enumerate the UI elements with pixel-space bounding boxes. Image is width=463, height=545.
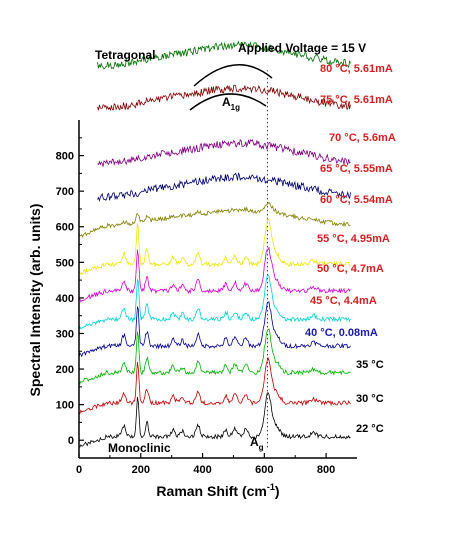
series-label: 50 °C, 4.7mA	[317, 263, 384, 275]
y-tick-label: 700	[56, 186, 74, 198]
y-tick-label: 0	[68, 435, 74, 447]
series-line	[78, 328, 351, 385]
series-label: 30 °C	[356, 393, 384, 405]
ag-label: Ag	[250, 435, 264, 452]
x-tick-label: 200	[132, 464, 150, 476]
series-label: 60 °C, 5.54mA	[320, 194, 393, 206]
series-layer	[78, 40, 351, 448]
series-label: 80 °C, 5.61mA	[320, 63, 393, 75]
labels-layer: 22 °C 30 °C 35 °C 40 °C, 0.08mA 45 °C, 4.4mA…	[95, 41, 396, 455]
tetragonal-label: Tetragonal	[95, 48, 155, 62]
y-tick-label: 400	[56, 293, 74, 305]
series-line	[78, 246, 351, 303]
series-label: 22 °C	[356, 423, 384, 435]
series-label: 35 °C	[356, 359, 384, 371]
series-line	[97, 40, 351, 70]
series-line	[79, 391, 351, 448]
chart-header: Applied Voltage = 15 V	[238, 41, 366, 55]
x-tick-label: 400	[193, 464, 211, 476]
series-label: 45 °C, 4.4mA	[310, 295, 377, 307]
y-axis-title: Spectral Intensity (arb. units)	[27, 204, 43, 397]
y-tick-label: 800	[56, 151, 74, 163]
series-label: 75 °C, 5.61mA	[320, 94, 393, 106]
a1g-arc-upper	[193, 64, 273, 87]
x-tick-label: 600	[255, 464, 273, 476]
series-line	[78, 274, 351, 330]
y-tick-label: 600	[56, 222, 74, 234]
x-tick-label: 800	[317, 464, 335, 476]
y-tick-label: 500	[56, 257, 74, 269]
y-tick-label: 200	[56, 364, 74, 376]
series-label: 55 °C, 4.95mA	[317, 233, 390, 245]
series-line	[97, 139, 351, 167]
y-tick-label: 300	[56, 328, 74, 340]
series-line	[97, 172, 351, 203]
monoclinic-label: Monoclinic	[108, 441, 171, 455]
a1g-arc-lower	[189, 93, 267, 111]
series-line	[78, 201, 351, 239]
series-label: 70 °C, 5.6mA	[329, 132, 396, 144]
a1g-label: A1g	[222, 95, 240, 112]
series-label: 40 °C, 0.08mA	[305, 327, 378, 339]
series-line	[78, 301, 351, 358]
series-line	[97, 84, 351, 112]
x-axis-title: Raman Shift (cm-1)	[156, 482, 279, 499]
axes-layer: 0 200 400 600 800 0 100 200 300 400 500 600 700 800 Ra…	[27, 120, 357, 499]
x-tick-label: 0	[76, 464, 82, 476]
series-label: 65 °C, 5.55mA	[320, 163, 393, 175]
series-line	[79, 217, 351, 276]
series-line	[78, 356, 351, 415]
y-tick-label: 100	[56, 400, 74, 412]
